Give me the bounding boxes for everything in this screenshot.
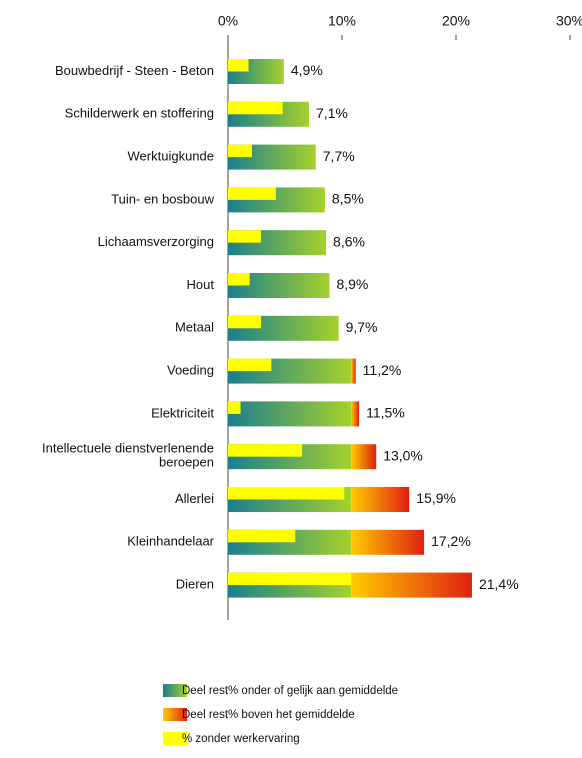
category-label: Bouwbedrijf - Steen - Beton (55, 63, 214, 78)
value-label: 7,1% (316, 105, 348, 121)
value-label: 8,6% (333, 233, 365, 249)
bar-overlay (228, 230, 262, 243)
value-label: 17,2% (431, 533, 471, 549)
bar-overlay (228, 487, 345, 500)
category-label: Voeding (167, 363, 214, 378)
category-label: Hout (187, 277, 215, 292)
value-label: 7,7% (323, 148, 355, 164)
value-label: 9,7% (346, 319, 378, 335)
bar-segment (351, 401, 360, 427)
x-tick-label: 30% (556, 13, 582, 29)
bar-overlay (228, 59, 249, 72)
bar-overlay (228, 572, 352, 586)
value-label: 15,9% (416, 490, 456, 506)
bar-overlay (228, 101, 283, 115)
bar-overlay (228, 315, 262, 329)
legend-label: Deel rest% onder of gelijk aan gemiddeld… (182, 685, 398, 697)
legend-label: % zonder werkervaring (182, 733, 300, 745)
bar-segment (351, 358, 356, 384)
category-label: Kleinhandelaar (127, 534, 214, 549)
category-label: Allerlei (175, 491, 214, 506)
value-label: 8,9% (336, 276, 368, 292)
category-label: Dieren (176, 577, 214, 592)
bar-overlay (228, 144, 252, 158)
bar-overlay (228, 444, 303, 457)
bar-segment (351, 572, 472, 598)
category-label: Lichaamsverzorging (98, 234, 214, 249)
category-label: Elektriciteit (151, 405, 214, 420)
legend-label: Deel rest% boven het gemiddelde (182, 709, 355, 721)
bar-overlay (228, 401, 241, 414)
category-label: Werktuigkunde (128, 149, 214, 164)
bar-overlay (228, 187, 276, 200)
legend-swatch (163, 732, 187, 745)
value-label: 8,5% (332, 191, 364, 207)
bar-overlay (228, 529, 296, 543)
value-label: 11,2% (363, 362, 402, 378)
bar-segment (351, 487, 410, 512)
bar-segment (351, 529, 425, 555)
legend-swatch (163, 684, 187, 697)
value-label: 13,0% (383, 447, 423, 463)
x-tick-label: 0% (218, 13, 238, 29)
category-label: Metaal (175, 320, 214, 335)
value-label: 4,9% (291, 62, 323, 78)
x-tick-label: 10% (328, 13, 356, 29)
bar-segment (351, 444, 377, 470)
bar-overlay (228, 358, 272, 372)
category-label: Tuin- en bosbouw (111, 191, 214, 206)
value-label: 11,5% (366, 405, 405, 421)
category-label: Schilderwerk en stoffering (65, 106, 214, 121)
bar-overlay (228, 273, 250, 286)
x-tick-label: 20% (442, 13, 470, 29)
legend-swatch (163, 708, 187, 721)
value-label: 21,4% (479, 576, 519, 592)
category-label: Intellectuele dienstverlenende beroepen (42, 441, 214, 470)
bar-segment (228, 401, 352, 427)
